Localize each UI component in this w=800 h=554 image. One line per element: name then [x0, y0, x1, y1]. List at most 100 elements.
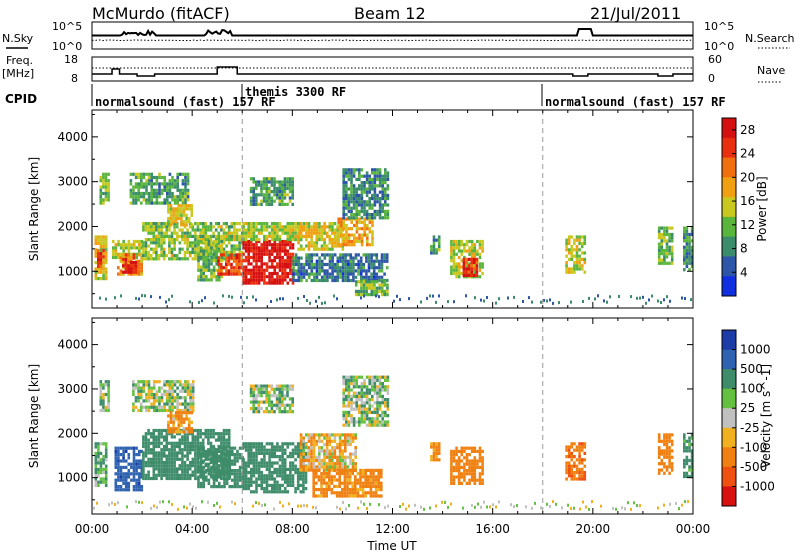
velocity-cell — [460, 449, 464, 453]
velocity-cell — [222, 444, 226, 449]
power-cell — [232, 266, 236, 270]
power-cell — [132, 272, 136, 276]
power-cell — [205, 268, 208, 272]
power-cell — [257, 255, 261, 260]
power-cell — [169, 204, 173, 208]
velocity-cell — [377, 478, 380, 482]
power-cell — [305, 278, 308, 283]
power-cell — [371, 184, 374, 188]
velocity-cell — [209, 444, 213, 449]
power-cell — [157, 234, 161, 238]
power-cell — [186, 238, 189, 242]
power-cell — [184, 182, 187, 186]
velocity-cell — [236, 478, 239, 482]
velocity-cell — [104, 383, 108, 387]
power-cell — [567, 267, 571, 271]
velocity-cell — [107, 405, 110, 409]
power-cell — [345, 190, 348, 194]
power-cell — [168, 250, 171, 254]
power-cell — [355, 168, 358, 172]
power-cell — [252, 275, 256, 279]
power-cell — [283, 262, 287, 266]
power-cell — [363, 213, 366, 217]
power-cell — [378, 184, 382, 188]
power-cell — [252, 196, 255, 200]
velocity-cell — [222, 428, 226, 433]
power-cell — [660, 261, 664, 265]
velocity-cell — [196, 435, 200, 439]
velocity-cell — [257, 467, 261, 471]
velocity-cell — [328, 484, 331, 488]
power-cell — [218, 278, 221, 282]
power-cell — [199, 271, 203, 276]
power-cell — [201, 238, 205, 242]
velocity-cell — [465, 456, 469, 460]
velocity-cell — [356, 481, 360, 485]
power-cell — [202, 249, 205, 253]
power-cell — [283, 249, 287, 253]
power-cell — [307, 253, 311, 257]
power-cell — [360, 187, 364, 191]
velocity-cell — [249, 387, 253, 391]
power-cell — [281, 262, 284, 266]
power-cell — [373, 289, 376, 293]
power-cell — [373, 283, 376, 287]
power-cell — [478, 275, 482, 279]
velocity-cell — [369, 488, 373, 492]
velocity-cell — [478, 446, 482, 450]
power-cell — [232, 256, 236, 260]
power-cell — [169, 210, 173, 214]
velocity-cell — [288, 410, 292, 414]
velocity-cell — [260, 483, 263, 487]
velocity-cell — [255, 442, 258, 446]
velocity-cell — [291, 397, 294, 401]
power-cell — [289, 255, 292, 260]
velocity-cell — [288, 403, 292, 407]
velocity-cell — [140, 469, 144, 473]
velocity-cell — [157, 464, 161, 468]
power-cell — [323, 269, 327, 273]
velocity-cell — [318, 458, 321, 463]
power-cell — [346, 266, 350, 270]
velocity-cell — [378, 391, 382, 395]
velocity-cell — [183, 473, 187, 477]
velocity-cell — [199, 481, 203, 485]
power-cell — [94, 238, 98, 242]
power-cell — [97, 277, 100, 281]
velocity-cell — [312, 491, 315, 495]
power-cell — [265, 249, 269, 253]
power-cell — [368, 230, 372, 234]
power-cell — [366, 243, 369, 247]
velocity-cell — [144, 464, 148, 468]
velocity-cell — [294, 458, 297, 462]
velocity-cell — [249, 400, 253, 404]
power-cell — [217, 234, 221, 238]
velocity-cell — [215, 485, 218, 489]
power-cell — [99, 191, 103, 196]
power-cell — [135, 270, 138, 274]
velocity-cell — [155, 435, 158, 439]
velocity-cell — [170, 473, 174, 477]
power-cell — [363, 223, 366, 228]
power-cell — [573, 261, 576, 265]
power-cell — [207, 228, 210, 232]
power-cell — [310, 272, 314, 276]
power-cell — [310, 256, 314, 260]
velocity-cell — [169, 427, 173, 431]
power-cell — [347, 168, 351, 172]
velocity-cell — [212, 485, 216, 489]
power-cell — [187, 220, 191, 224]
power-cell — [270, 278, 274, 282]
power-cell — [222, 222, 226, 226]
velocity-cell — [231, 478, 234, 482]
power-cell — [310, 278, 314, 283]
velocity-cell — [270, 483, 274, 487]
power-cell — [318, 272, 321, 276]
power-cell — [265, 243, 269, 247]
velocity-cell — [114, 481, 118, 485]
velocity-cell — [304, 477, 308, 481]
velocity-cell — [325, 442, 329, 447]
power-cell — [457, 255, 461, 260]
velocity-cell — [194, 428, 197, 433]
velocity-cell — [344, 458, 347, 463]
